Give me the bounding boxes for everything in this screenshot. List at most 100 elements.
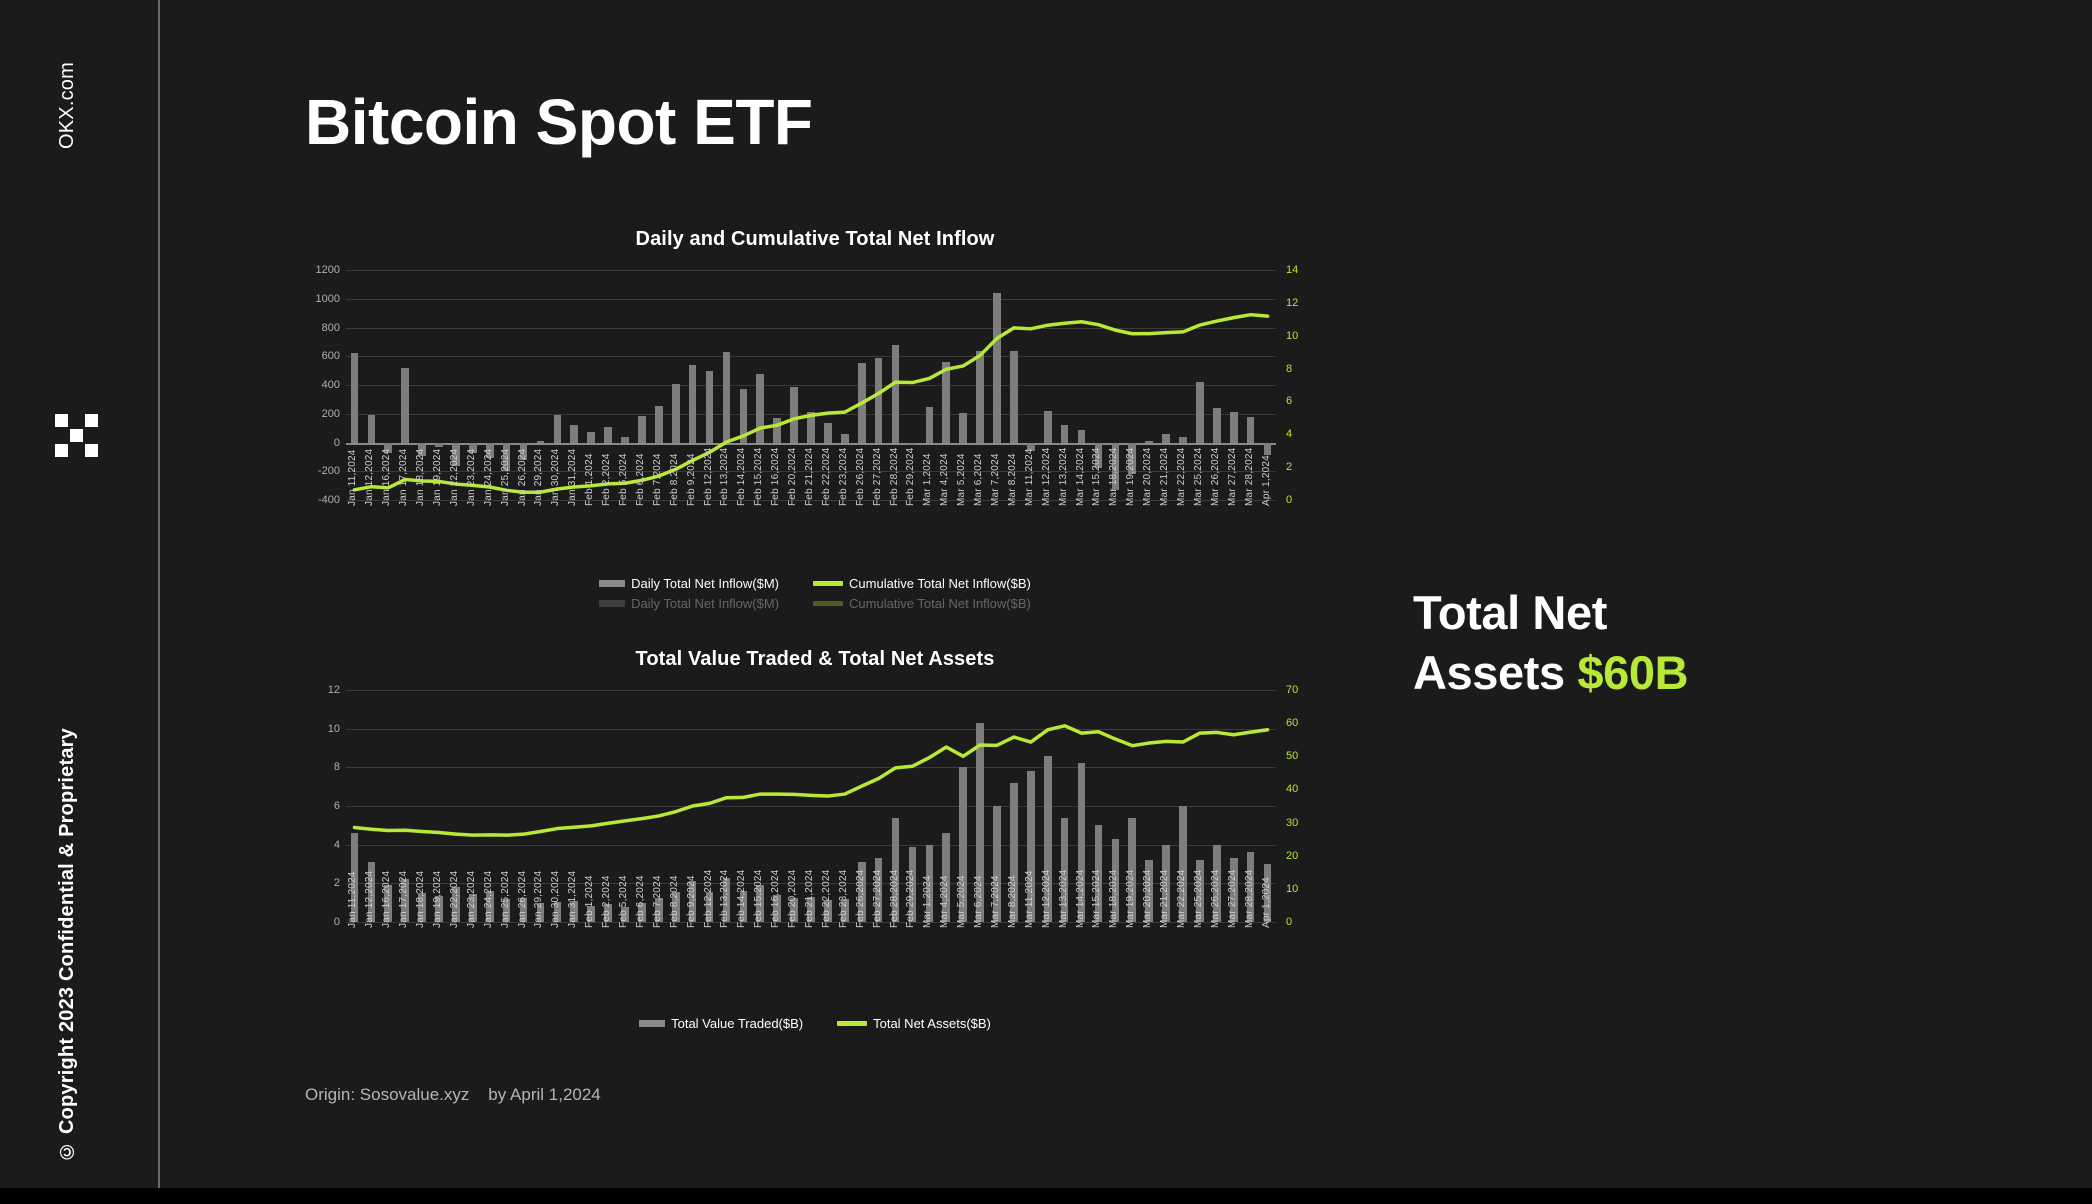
bar (536, 441, 545, 443)
x-axis-tick-label: Feb 29,2024 (905, 447, 917, 506)
bar (739, 891, 748, 922)
bar (1060, 425, 1069, 443)
x-axis-tick-label: Mar 15,2024 (1091, 869, 1103, 928)
x-axis-tick-label: Feb 23,2024 (837, 869, 849, 928)
gridline (346, 922, 1276, 923)
x-axis-tick-label: Mar 13,2024 (1057, 447, 1069, 506)
x-axis-tick-label: Feb 28,2024 (888, 869, 900, 928)
bar (350, 353, 359, 443)
left-rail: OKX.com © Copyright 2023 Confidential & … (0, 0, 160, 1188)
x-axis-tick-label: Mar 5,2024 (956, 875, 968, 928)
y-axis-left-tick: 400 (321, 379, 340, 391)
bar (807, 896, 815, 922)
bar-swatch-icon (639, 1020, 666, 1027)
x-axis-tick-label: Feb 7,2024 (651, 875, 663, 928)
x-axis-tick-label: Mar 19,2024 (1125, 447, 1137, 506)
chart2-legend-item-line: Total Net Assets($B) (837, 1016, 991, 1031)
bar (553, 415, 562, 443)
bar (621, 906, 629, 922)
x-axis-tick-label: Feb 28,2024 (888, 447, 900, 506)
x-axis-tick-label: Mar 5,2024 (956, 453, 968, 506)
chart1-legend: Daily Total Net Inflow($M) Cumulative To… (300, 576, 1330, 591)
bar (1162, 433, 1170, 443)
x-axis-tick-label: Feb 14,2024 (736, 869, 748, 928)
bar (1263, 442, 1272, 456)
x-axis-tick-label: Jan 31,2024 (567, 448, 579, 506)
gridline (346, 728, 1276, 730)
y-axis-left-tick: 0 (333, 436, 340, 449)
line-swatch-icon (813, 581, 844, 586)
y-axis-right-tick: 10 (1286, 882, 1299, 895)
bar (993, 806, 1001, 922)
bar (1246, 416, 1255, 443)
bar (942, 833, 951, 922)
bar (435, 442, 443, 447)
bar (874, 858, 883, 922)
bar (841, 433, 849, 443)
chart2-legend-item-bars: Total Value Traded($B) (639, 1016, 803, 1031)
x-axis-tick-label: Feb 9,2024 (685, 453, 697, 506)
gridline (346, 298, 1276, 300)
y-axis-left-tick: 800 (321, 321, 340, 334)
bar (874, 357, 883, 443)
bar (908, 846, 917, 922)
x-axis-tick-label: Jan 17,2024 (398, 870, 410, 928)
bar (1229, 411, 1238, 443)
y-axis-right-tick: 60 (1286, 717, 1299, 730)
bar (604, 426, 612, 443)
x-axis-tick-label: Mar 18,2024 (1108, 869, 1120, 928)
chart-daily-and-cumulative-total-net-inflow: Daily and Cumulative Total Net Inflow 12… (300, 228, 1330, 643)
x-axis-tick-label: Feb 6,2024 (634, 453, 646, 506)
page-title: Bitcoin Spot ETF (305, 86, 813, 158)
callout-line-1: Total Net (1413, 586, 1607, 639)
bar (1043, 755, 1052, 922)
x-axis-tick-label: Feb 26,2024 (854, 447, 866, 506)
y-axis-left-tick: -200 (317, 465, 340, 478)
callout-value: $60B (1577, 646, 1689, 700)
y-axis-right-tick: 6 (1286, 395, 1293, 408)
x-axis-tick-label: Mar 14,2024 (1074, 869, 1086, 928)
gridline (346, 500, 1276, 501)
x-axis-tick-label: Jan 18,2024 (415, 448, 427, 506)
x-axis-tick-label: Mar 21,2024 (1159, 447, 1171, 506)
x-axis-tick-label: Jan 24,2024 (482, 870, 494, 928)
x-axis-tick-label: Mar 4,2024 (939, 875, 951, 928)
x-axis-tick-label: Feb 13,2024 (719, 869, 731, 928)
x-axis-tick-label: Feb 27,2024 (871, 447, 883, 506)
gridline (346, 767, 1276, 769)
x-axis-tick-label: Jan 17,2024 (398, 448, 410, 506)
x-axis-tick-label: Mar 22,2024 (1176, 869, 1187, 928)
chart1-legend-item-bars: Daily Total Net Inflow($M) (599, 576, 779, 591)
chart1-title: Daily and Cumulative Total Net Inflow (635, 228, 995, 250)
bar (857, 862, 866, 922)
bar (536, 902, 545, 922)
x-axis-tick-label: Jan 23,2024 (465, 448, 477, 506)
x-axis-tick-label: Feb 22,2024 (820, 869, 832, 928)
y-axis-right-tick: 0 (1286, 916, 1293, 928)
bar (1213, 408, 1221, 443)
bar (519, 897, 528, 922)
x-axis-tick-label: Mar 1,2024 (922, 875, 934, 928)
x-axis-tick-label: Feb 20,2024 (787, 447, 799, 506)
callout-line-2-prefix: Assets (1413, 646, 1578, 700)
x-axis-tick-label: Mar 8,2024 (1006, 453, 1018, 506)
x-axis-tick-label: Mar 11,2024 (1023, 448, 1035, 506)
bar (1179, 436, 1187, 443)
x-axis-tick-label: Feb 8,2024 (668, 453, 680, 506)
bar (435, 895, 443, 922)
x-axis-tick-label: Mar 12,2024 (1040, 447, 1052, 506)
y-axis-left-tick: 10 (327, 722, 340, 735)
bar (1027, 771, 1035, 922)
bar (959, 767, 967, 922)
y-axis-right-tick: 50 (1286, 750, 1299, 763)
x-axis-tick-label: Jan 16,2024 (381, 870, 393, 928)
chart1-legend-item-line: Cumulative Total Net Inflow($B) (813, 576, 1031, 591)
x-axis-tick-label: Mar 20,2024 (1142, 869, 1154, 928)
y-axis-right-tick: 14 (1286, 264, 1299, 276)
x-axis-tick-label: Jan 11,2024 (347, 871, 359, 928)
x-axis-tick-label: Feb 5,2024 (618, 453, 629, 506)
bar (367, 415, 376, 443)
x-axis-tick-label: Apr 1,2024 (1260, 455, 1272, 506)
bar (942, 362, 951, 443)
